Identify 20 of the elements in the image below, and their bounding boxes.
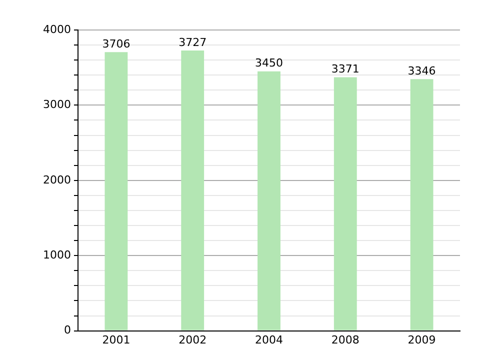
x-tick-label: 2008 xyxy=(331,333,360,346)
y-tick-label: 1000 xyxy=(42,248,71,262)
bar xyxy=(410,79,434,330)
x-tick-label: 2002 xyxy=(178,333,207,346)
data-label: 3727 xyxy=(178,36,207,49)
x-tick-label: 2009 xyxy=(408,333,436,346)
y-tick-label: 2000 xyxy=(42,173,71,186)
bar xyxy=(334,77,357,330)
x-tick-label: 2004 xyxy=(254,333,283,346)
y-tick-label: 0 xyxy=(64,324,71,337)
data-label: 3346 xyxy=(408,64,436,78)
y-tick-label: 4000 xyxy=(42,22,71,36)
data-label: 3371 xyxy=(331,62,360,76)
y-tick-label: 3000 xyxy=(42,98,71,112)
data-label: 3706 xyxy=(102,37,130,50)
bar xyxy=(258,71,280,330)
x-tick-label: 2001 xyxy=(102,333,130,346)
bar xyxy=(181,50,204,330)
bar xyxy=(104,52,128,330)
data-label: 3450 xyxy=(254,56,283,70)
